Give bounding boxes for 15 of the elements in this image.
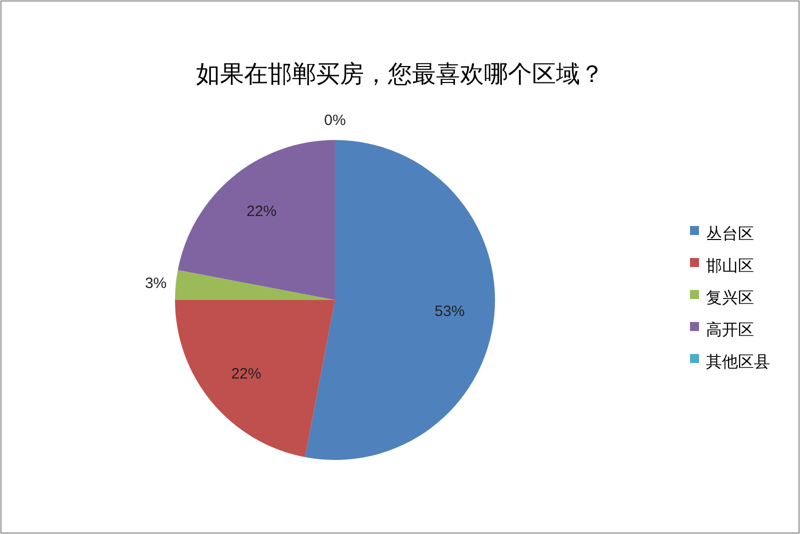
data-label: 22% bbox=[231, 365, 262, 382]
pie-slice bbox=[305, 140, 495, 460]
data-label: 22% bbox=[246, 203, 277, 220]
pie-slice bbox=[175, 270, 335, 300]
data-label: 3% bbox=[144, 275, 167, 292]
legend-label: 邯山区 bbox=[706, 257, 754, 276]
chart-title: 如果在邯郸买房，您最喜欢哪个区域？ bbox=[196, 61, 604, 88]
text: 0% bbox=[324, 112, 346, 129]
legend-label: 复兴区 bbox=[706, 289, 754, 308]
pie-slice bbox=[178, 140, 335, 300]
pie-slice bbox=[175, 300, 335, 458]
legend-label: 其他区县 bbox=[706, 353, 770, 372]
data-label: 53% bbox=[434, 302, 465, 320]
legend-label: 高开区 bbox=[706, 321, 754, 340]
legend-label: 丛台区 bbox=[706, 225, 754, 244]
